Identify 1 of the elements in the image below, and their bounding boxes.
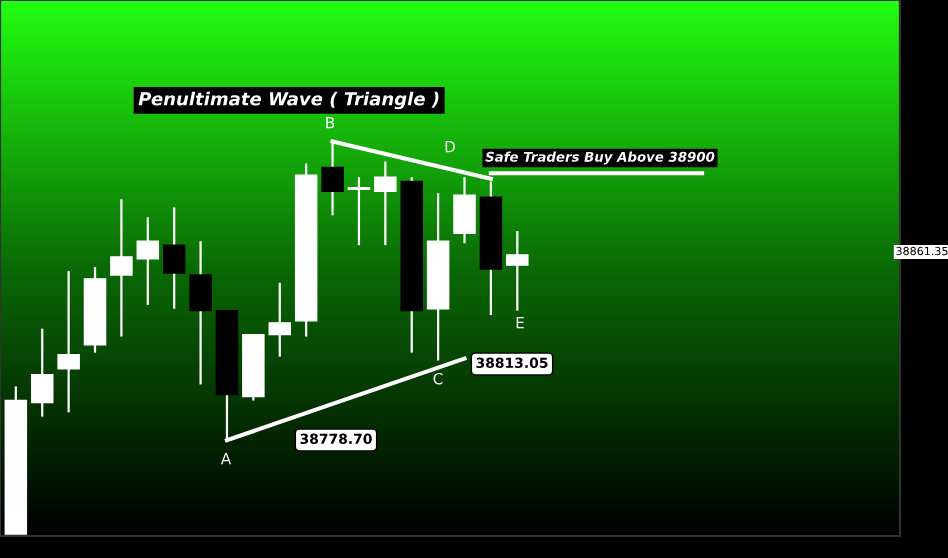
chart-title: Penultimate Wave ( Triangle ) [138, 91, 439, 110]
